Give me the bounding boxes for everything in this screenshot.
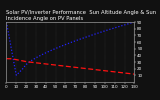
Text: Solar PV/Inverter Performance  Sun Altitude Angle & Sun Incidence Angle on PV Pa: Solar PV/Inverter Performance Sun Altitu… — [6, 10, 156, 21]
